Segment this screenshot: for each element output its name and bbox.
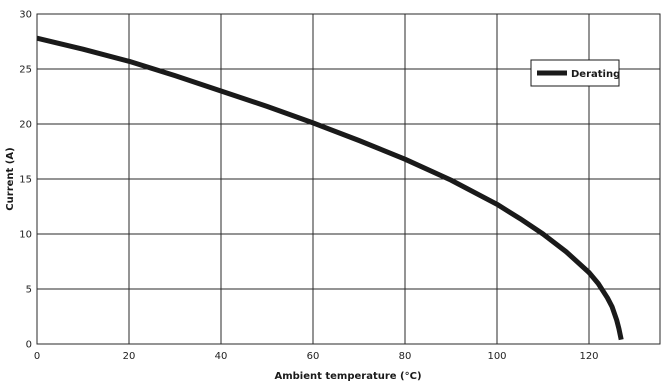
legend-label-derating: Derating [571,69,620,80]
y-tick-label: 15 [19,175,32,186]
y-tick-label: 5 [26,285,32,296]
x-tick-label: 0 [34,351,40,362]
y-tick-label: 0 [26,340,32,351]
series-layer [36,35,624,341]
y-tick-label: 25 [19,65,32,76]
legend: Derating [530,59,620,87]
x-tick-label: 120 [579,351,598,362]
chart-grid [36,13,661,345]
x-tick-label: 60 [307,351,320,362]
y-tick-label: 10 [19,230,32,241]
x-tick-label: 40 [215,351,228,362]
y-tick-label: 30 [19,10,32,21]
x-tick-label: 80 [399,351,412,362]
x-axis-title: Ambient temperature (°C) [274,371,421,382]
plot-border [36,13,661,345]
y-tick-label: 20 [19,120,32,131]
x-tick-label: 100 [487,351,506,362]
x-tick-label: 20 [123,351,136,362]
series-line-derating [36,35,624,341]
tick-labels: 0 5 10 15 20 25 30 0 20 40 60 80 100 120 [19,10,598,363]
y-axis-title: Current (A) [5,147,16,210]
